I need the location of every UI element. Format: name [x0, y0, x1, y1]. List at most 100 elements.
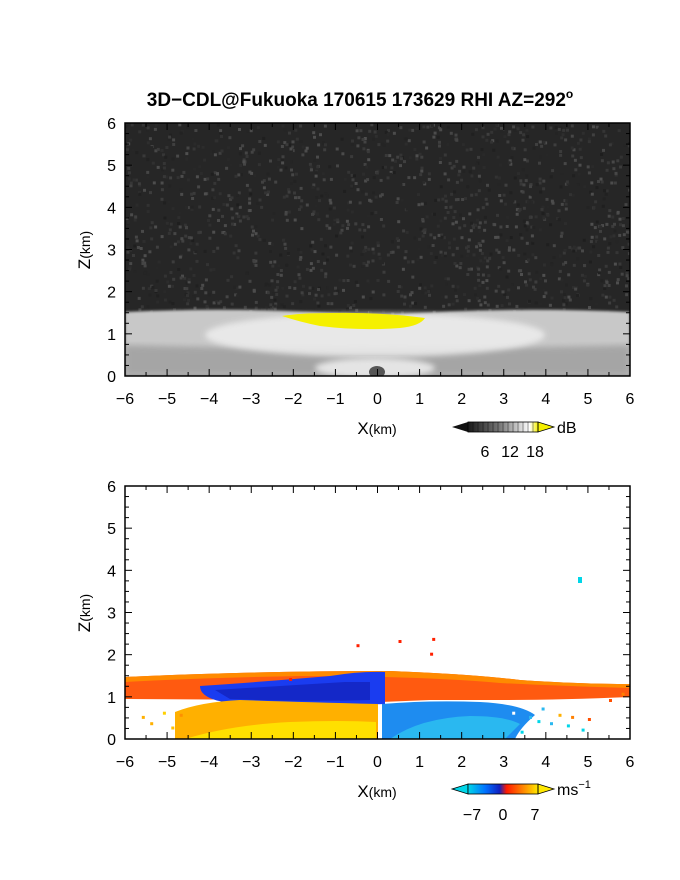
noise-pixel	[481, 280, 485, 284]
noise-pixel	[203, 158, 207, 162]
noise-pixel	[509, 162, 513, 166]
noise-pixel	[620, 272, 624, 276]
noise-pixel	[399, 164, 402, 168]
noise-pixel	[428, 293, 431, 297]
noise-pixel	[371, 259, 375, 263]
noise-pixel	[443, 254, 447, 258]
noise-pixel	[298, 283, 302, 286]
noise-pixel	[516, 203, 520, 207]
noise-pixel	[459, 262, 463, 265]
noise-pixel	[288, 131, 291, 135]
noise-pixel	[535, 183, 539, 187]
noise-pixel	[447, 241, 451, 245]
noise-pixel	[336, 220, 340, 224]
noise-pixel	[458, 266, 462, 270]
noise-pixel	[400, 198, 404, 202]
noise-pixel	[206, 263, 209, 267]
noise-pixel	[579, 138, 583, 142]
noise-pixel	[138, 191, 141, 195]
noise-pixel	[288, 286, 292, 290]
noise-pixel	[296, 248, 300, 252]
noise-pixel	[181, 129, 185, 133]
noise-pixel	[460, 175, 464, 179]
noise-pixel	[498, 163, 502, 167]
noise-pixel	[340, 137, 344, 141]
noise-pixel	[517, 253, 521, 257]
noise-pixel	[421, 229, 425, 233]
noise-pixel	[220, 306, 224, 310]
noise-pixel	[163, 216, 167, 220]
noise-pixel	[150, 146, 153, 150]
noise-pixel	[387, 279, 391, 283]
noise-pixel	[229, 197, 233, 201]
noise-pixel	[239, 164, 243, 167]
noise-pixel	[557, 277, 561, 281]
noise-pixel	[433, 261, 437, 264]
noise-pixel	[378, 256, 382, 260]
noise-pixel	[244, 151, 248, 155]
x-tick-label: 5	[583, 391, 592, 408]
noise-pixel	[295, 137, 299, 141]
noise-pixel	[574, 168, 578, 172]
noise-pixel	[301, 153, 305, 157]
noise-pixel	[454, 294, 458, 298]
noise-pixel	[366, 260, 370, 264]
noise-pixel	[338, 278, 342, 282]
noise-pixel	[476, 218, 479, 222]
noise-pixel	[493, 127, 497, 131]
noise-pixel	[326, 286, 330, 290]
noise-pixel	[130, 123, 134, 127]
noise-pixel	[374, 195, 378, 199]
velocity-speckle	[430, 652, 434, 656]
noise-pixel	[470, 221, 473, 225]
noise-pixel	[396, 197, 400, 201]
noise-pixel	[162, 162, 166, 165]
noise-pixel	[587, 140, 591, 144]
x-tick-label: −1	[326, 754, 344, 771]
noise-pixel	[311, 185, 315, 189]
noise-pixel	[517, 286, 520, 290]
noise-pixel	[606, 161, 610, 165]
noise-pixel	[490, 140, 494, 144]
noise-pixel	[519, 182, 523, 186]
noise-pixel	[433, 131, 437, 135]
noise-pixel	[373, 130, 377, 134]
noise-pixel	[515, 304, 519, 308]
noise-pixel	[423, 182, 427, 186]
noise-pixel	[466, 254, 470, 258]
noise-pixel	[505, 168, 509, 171]
noise-pixel	[347, 170, 351, 174]
noise-pixel	[312, 210, 316, 214]
noise-pixel	[129, 248, 132, 252]
noise-pixel	[538, 228, 542, 232]
noise-pixel	[597, 271, 601, 275]
noise-pixel	[243, 162, 246, 166]
noise-pixel	[248, 197, 252, 201]
noise-pixel	[221, 302, 225, 306]
noise-pixel	[396, 238, 400, 242]
noise-pixel	[582, 238, 586, 242]
noise-pixel	[146, 126, 150, 130]
noise-pixel	[186, 146, 190, 150]
noise-pixel	[279, 269, 283, 272]
noise-pixel	[294, 196, 297, 200]
noise-pixel	[264, 306, 268, 310]
noise-pixel	[449, 131, 453, 135]
noise-pixel	[343, 189, 347, 193]
noise-pixel	[304, 309, 308, 313]
noise-pixel	[151, 285, 155, 289]
noise-pixel	[528, 195, 532, 199]
noise-pixel	[362, 172, 365, 176]
noise-pixel	[178, 123, 182, 127]
noise-pixel	[310, 248, 314, 252]
noise-pixel	[552, 166, 556, 170]
noise-pixel	[456, 198, 460, 201]
noise-pixel	[173, 232, 177, 236]
noise-pixel	[356, 283, 360, 287]
noise-pixel	[597, 240, 601, 244]
noise-pixel	[237, 191, 241, 195]
noise-pixel	[603, 284, 607, 288]
noise-pixel	[360, 235, 364, 239]
noise-pixel	[535, 270, 539, 274]
noise-pixel	[592, 125, 595, 129]
